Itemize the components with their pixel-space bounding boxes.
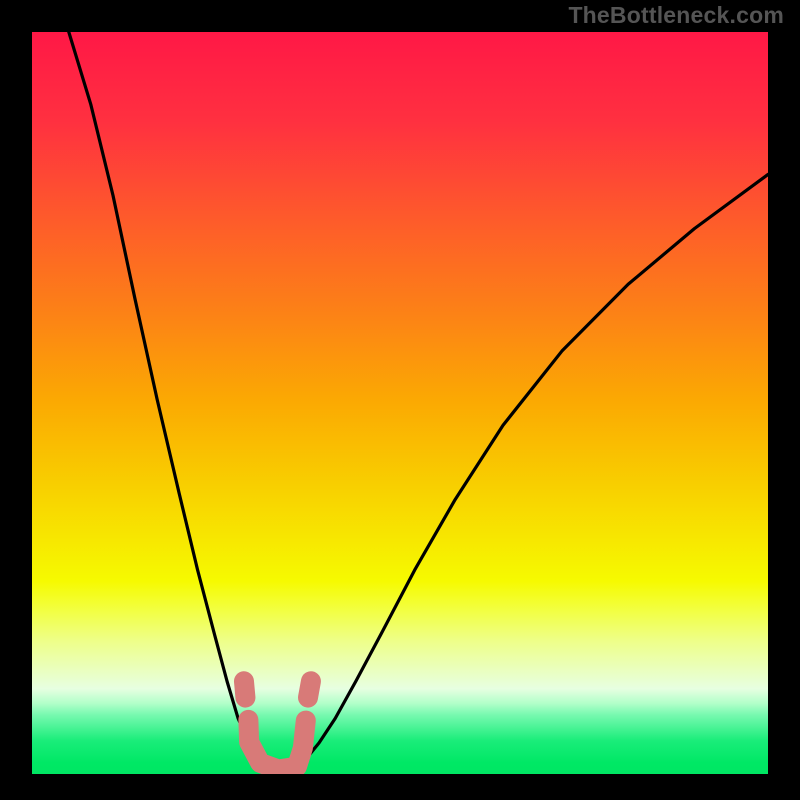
highlight-marker-segment [308, 681, 311, 697]
plot-area [32, 32, 768, 774]
highlight-marker-segment [244, 681, 245, 697]
stage: TheBottleneck.com [0, 0, 800, 800]
gradient-background [32, 32, 768, 774]
plot-svg [32, 32, 768, 774]
watermark-text: TheBottleneck.com [568, 2, 784, 29]
